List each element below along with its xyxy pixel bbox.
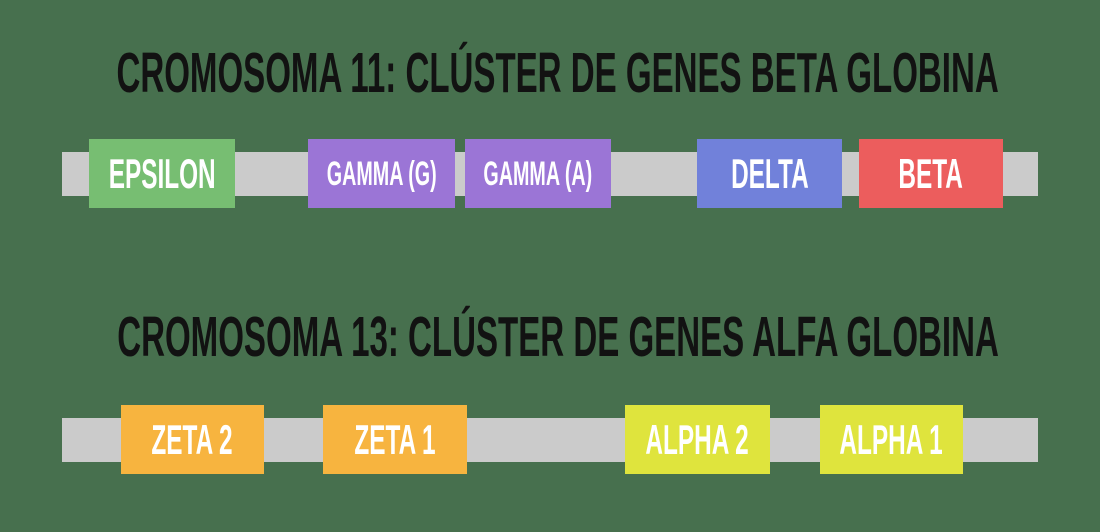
gene-label: ALPHA 1 bbox=[839, 415, 944, 463]
gene-box-beta: BETA bbox=[859, 139, 1003, 208]
gene-label: ALPHA 2 bbox=[645, 415, 750, 463]
chromosome-13-title: CROMOSOMA 13: CLÚSTER DE GENES ALFA GLOB… bbox=[16, 304, 1100, 370]
chromosome-13-title-text: CROMOSOMA 13: CLÚSTER DE GENES ALFA GLOB… bbox=[117, 304, 999, 369]
gene-box-epsilon: EPSILON bbox=[89, 139, 235, 208]
chromosome-11-title: CROMOSOMA 11: CLÚSTER DE GENES BETA GLOB… bbox=[16, 40, 1100, 106]
gene-box-zeta-1: ZETA 1 bbox=[323, 405, 467, 474]
chromosome-13-gene-track: ZETA 2 ZETA 1 ALPHA 2 ALPHA 1 bbox=[0, 405, 1100, 474]
chromosome-11-gene-track: EPSILON GAMMA (G) GAMMA (A) DELTA BETA bbox=[0, 139, 1100, 208]
chromosome-11-title-text: CROMOSOMA 11: CLÚSTER DE GENES BETA GLOB… bbox=[116, 40, 1000, 105]
gene-label: GAMMA (A) bbox=[483, 154, 593, 193]
gene-box-alpha-1: ALPHA 1 bbox=[820, 405, 963, 474]
gene-label: ZETA 1 bbox=[354, 415, 436, 463]
gene-label: EPSILON bbox=[108, 149, 216, 197]
gene-label: BETA bbox=[898, 149, 964, 197]
gene-label: GAMMA (G) bbox=[326, 154, 437, 193]
gene-box-zeta-2: ZETA 2 bbox=[121, 405, 264, 474]
gene-box-delta: DELTA bbox=[697, 139, 842, 208]
gene-box-gamma-g: GAMMA (G) bbox=[308, 139, 455, 208]
gene-box-gamma-a: GAMMA (A) bbox=[465, 139, 611, 208]
gene-label: ZETA 2 bbox=[151, 415, 234, 463]
gene-label: DELTA bbox=[730, 149, 809, 197]
gene-box-alpha-2: ALPHA 2 bbox=[625, 405, 770, 474]
